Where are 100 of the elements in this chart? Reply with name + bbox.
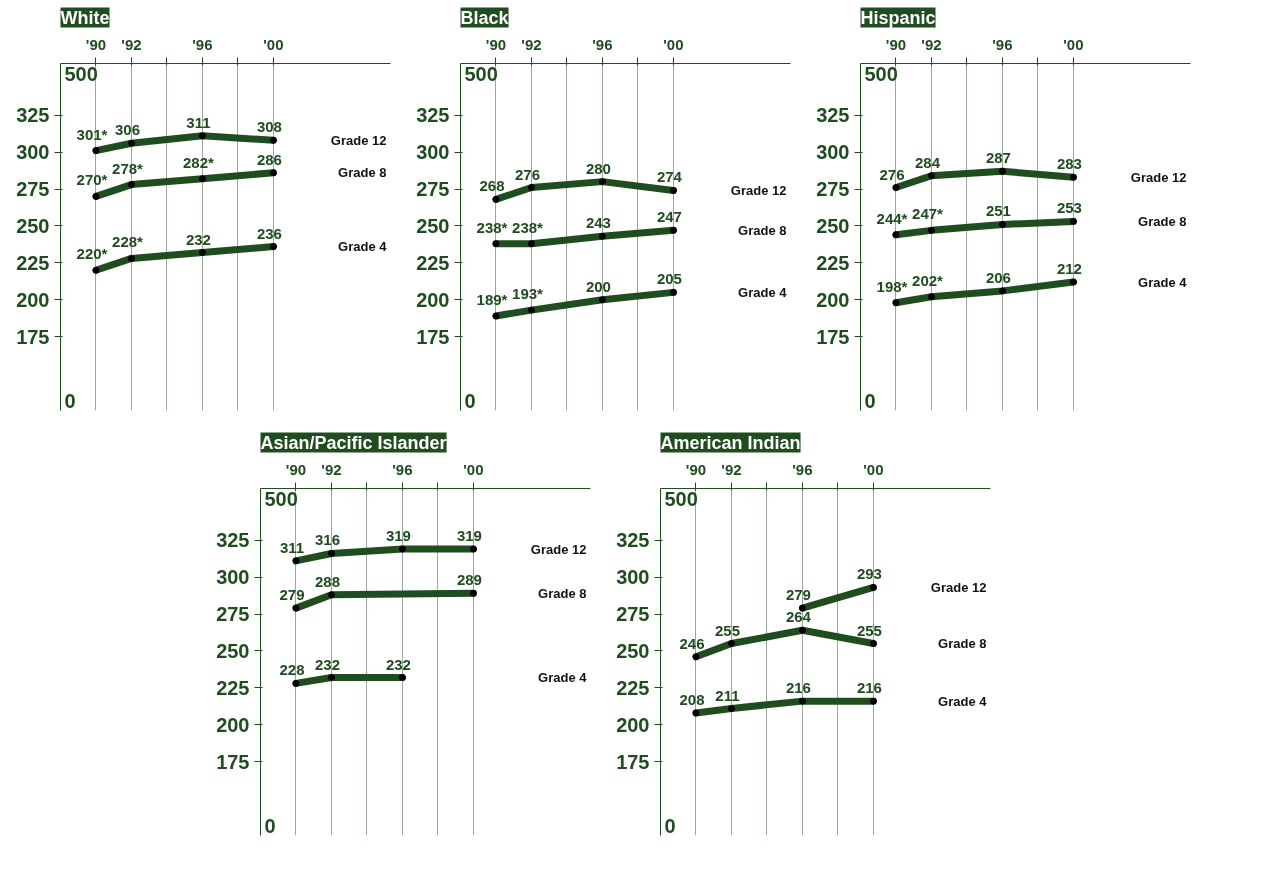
- annotation: 500: [664, 487, 698, 510]
- x-tick-label: '92: [121, 35, 142, 53]
- y-tick-label: 275: [416, 178, 450, 201]
- data-label: 301*: [76, 125, 108, 143]
- data-label: 316: [314, 531, 340, 549]
- y-tick-label: 300: [616, 566, 650, 589]
- y-tick-label: 175: [416, 325, 450, 348]
- y-tick-label: 300: [416, 141, 450, 164]
- y-tick-label: 225: [416, 251, 450, 274]
- y-tick-label: 275: [16, 178, 50, 201]
- x-tick-label: '96: [192, 35, 213, 53]
- data-label: 287: [985, 149, 1011, 167]
- x-tick-label: '92: [521, 35, 542, 53]
- data-label: 270*: [76, 171, 108, 189]
- y-tick-label: 250: [816, 214, 850, 237]
- annotation: 500: [464, 62, 498, 85]
- data-label: 238*: [476, 218, 508, 236]
- text: Grade 4: [338, 239, 388, 255]
- y-tick-label: 275: [216, 603, 250, 626]
- chart-title: Asian/Pacific Islander: [260, 432, 447, 453]
- x-tick-label: '96: [992, 35, 1013, 53]
- data-label: 205: [656, 270, 682, 288]
- data-label: 311: [186, 113, 211, 131]
- x-tick-label: '00: [1063, 35, 1084, 53]
- y-tick-label: 325: [416, 104, 450, 127]
- chart-title: American Indian: [660, 432, 801, 453]
- y-tick-label: 200: [16, 288, 50, 311]
- chart-title: Hispanic: [860, 7, 936, 28]
- y-tick-label: 250: [16, 214, 50, 237]
- x-tick-label: '90: [885, 35, 907, 53]
- data-label: 206: [985, 268, 1011, 286]
- y-tick-label: 200: [216, 713, 250, 736]
- y-tick-label: 175: [816, 325, 850, 348]
- y-tick-label: 175: [16, 325, 50, 348]
- x-tick-label: '90: [685, 460, 707, 478]
- data-label: 276: [514, 165, 540, 183]
- data-label: 243: [585, 214, 611, 232]
- chart-title: White: [60, 7, 110, 28]
- data-label: 211: [715, 686, 740, 704]
- y-tick-label: 325: [16, 104, 50, 127]
- data-label: 244*: [876, 209, 908, 227]
- data-label: 289: [456, 571, 482, 589]
- text: Grade 8: [738, 222, 787, 238]
- data-label: 279: [785, 586, 811, 604]
- y-tick-label: 300: [16, 141, 50, 164]
- data-label: 232: [314, 655, 340, 673]
- data-label: 228: [279, 661, 305, 679]
- text: Grade 8: [538, 585, 587, 601]
- text: Grade 8: [938, 636, 987, 652]
- x-tick-label: '96: [392, 460, 413, 478]
- annotation: 0: [664, 814, 676, 837]
- chart-title: Black: [460, 7, 510, 28]
- annotation: 0: [864, 389, 876, 412]
- x-tick-label: '96: [792, 460, 813, 478]
- text: Grade 8: [1138, 214, 1187, 229]
- y-tick-label: 275: [816, 178, 850, 201]
- y-tick-label: 300: [816, 141, 850, 164]
- y-tick-label: 250: [216, 639, 250, 662]
- text: Grade 4: [1138, 274, 1188, 290]
- text: Grade 4: [538, 670, 588, 685]
- x-tick-label: '00: [263, 35, 284, 53]
- data-label: 308: [256, 118, 282, 136]
- y-tick-label: 250: [616, 639, 650, 662]
- text: Grade 4: [938, 693, 988, 709]
- y-tick-label: 200: [816, 288, 850, 311]
- annotation: 0: [264, 814, 276, 837]
- x-tick-label: '92: [921, 35, 942, 53]
- text: Grade 8: [338, 165, 387, 181]
- y-tick-label: 225: [16, 251, 50, 274]
- y-tick-label: 325: [216, 529, 250, 552]
- data-label: 278*: [112, 159, 144, 177]
- data-label: 193*: [512, 285, 544, 303]
- text: Grade 12: [530, 541, 587, 557]
- text: Grade 12: [930, 579, 987, 595]
- data-label: 212: [1056, 260, 1082, 278]
- data-label: 202*: [912, 271, 944, 289]
- y-tick-label: 325: [816, 104, 850, 127]
- data-label: 189*: [476, 291, 508, 308]
- data-label: 236: [256, 224, 282, 242]
- x-tick-label: '00: [463, 460, 484, 478]
- data-label: 255: [714, 621, 740, 639]
- data-label: 228*: [112, 233, 144, 251]
- data-label: 216: [785, 679, 811, 697]
- data-label: 274: [656, 168, 683, 186]
- y-tick-label: 200: [416, 288, 450, 311]
- y-tick-label: 325: [616, 529, 650, 552]
- data-label: 280: [585, 159, 611, 177]
- y-tick-label: 225: [216, 676, 250, 699]
- data-label: 286: [256, 150, 282, 168]
- data-label: 247*: [912, 205, 944, 223]
- data-label: 220*: [76, 245, 108, 263]
- data-label: 200: [585, 277, 611, 295]
- data-label: 208: [679, 690, 705, 708]
- data-label: 319: [456, 527, 482, 545]
- x-tick-label: '96: [592, 35, 613, 53]
- data-label: 198*: [876, 277, 908, 295]
- annotation: 500: [64, 62, 98, 85]
- x-tick-label: '92: [721, 460, 742, 478]
- data-label: 251: [985, 202, 1011, 220]
- data-label: 288: [314, 572, 340, 590]
